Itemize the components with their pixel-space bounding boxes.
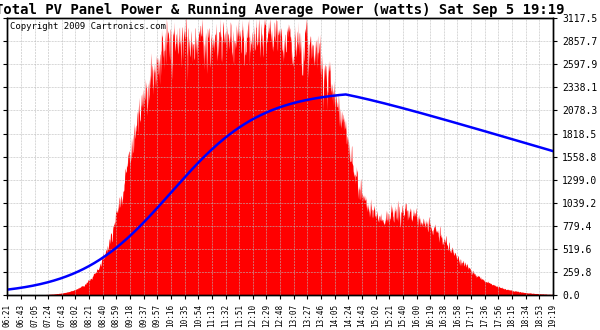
Text: Copyright 2009 Cartronics.com: Copyright 2009 Cartronics.com [10,22,166,31]
Title: Total PV Panel Power & Running Average Power (watts) Sat Sep 5 19:19: Total PV Panel Power & Running Average P… [0,3,565,17]
